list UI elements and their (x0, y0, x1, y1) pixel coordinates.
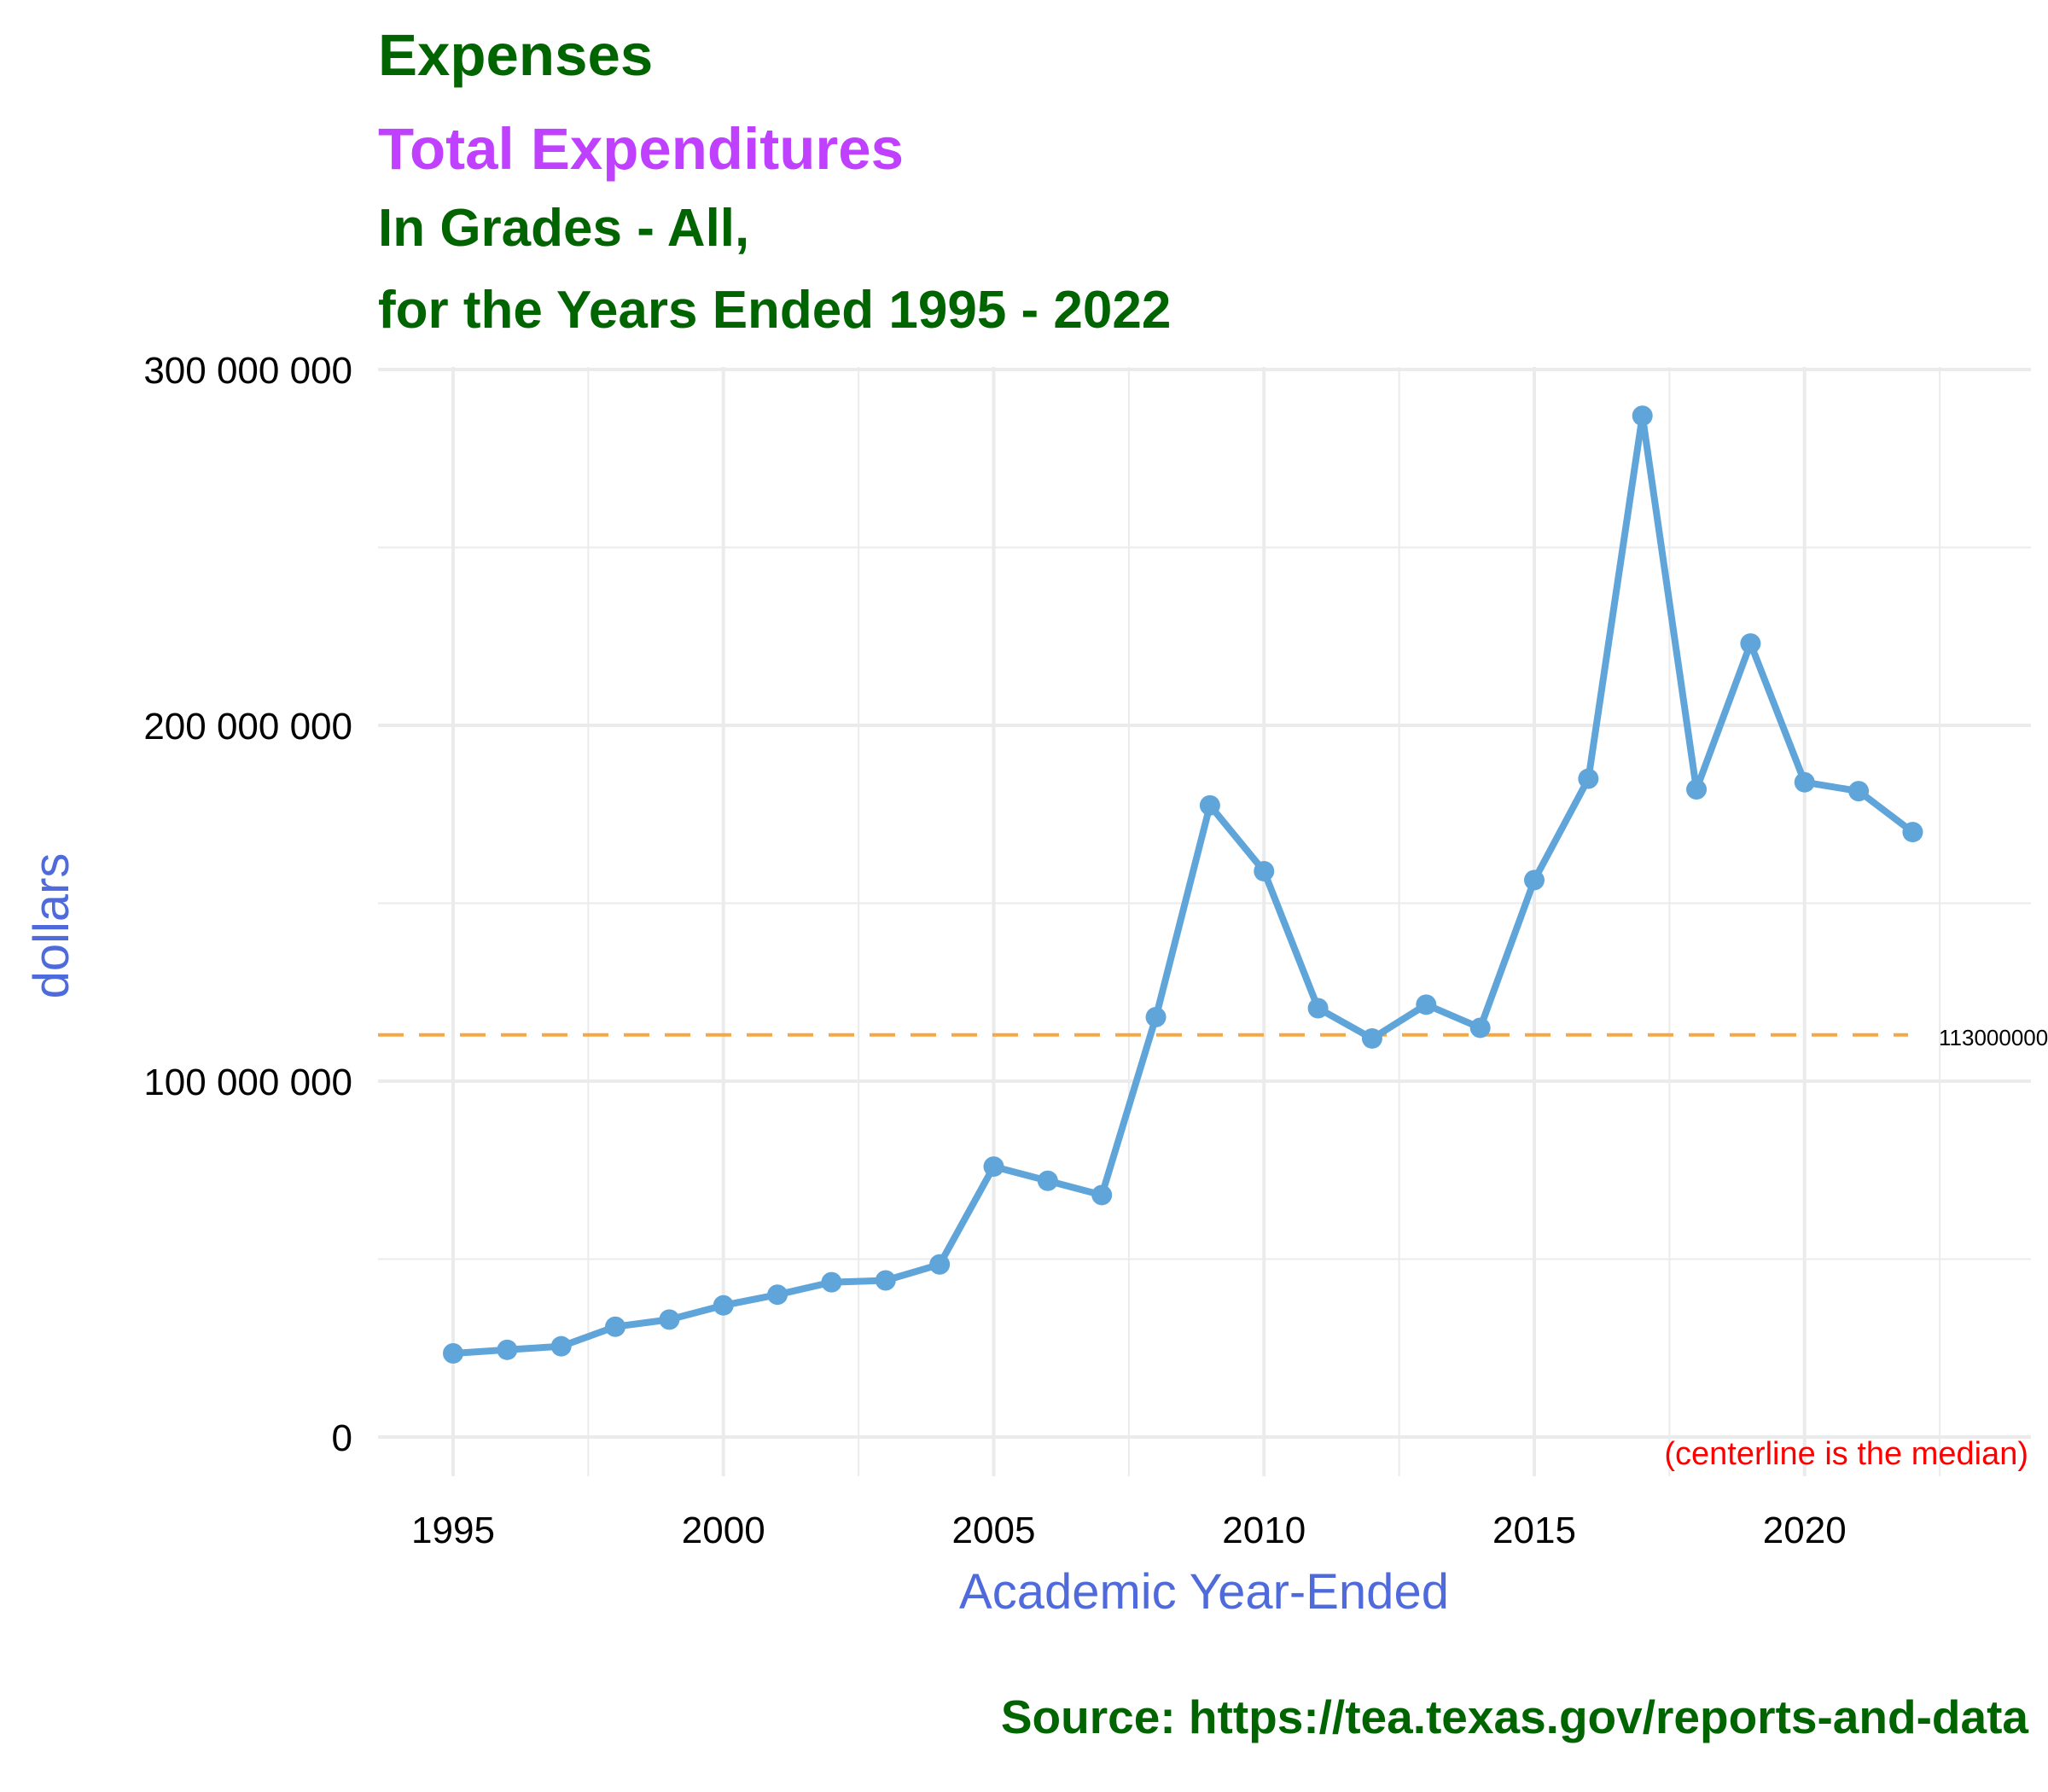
data-point (659, 1309, 680, 1330)
data-point (1740, 633, 1761, 655)
data-point (821, 1271, 842, 1293)
x-tick-label: 2005 (952, 1510, 1036, 1551)
x-axis-title: Academic Year-Ended (959, 1564, 1449, 1620)
chart-subtitle-years: for the Years Ended 1995 - 2022 (378, 281, 1171, 340)
median-note: (centerline is the median) (1664, 1436, 2028, 1472)
series-line (450, 412, 1917, 1357)
median-label: 113000000 (1939, 1025, 2048, 1050)
data-point (1091, 1184, 1113, 1206)
data-point (1145, 1006, 1167, 1027)
y-axis-title: dollars (24, 853, 79, 999)
data-point (929, 1254, 951, 1275)
data-point (875, 1270, 896, 1291)
data-point (497, 1339, 518, 1360)
data-point (1361, 1027, 1382, 1049)
data-point (1199, 794, 1220, 816)
data-point (1632, 405, 1653, 427)
data-point (550, 1335, 572, 1357)
y-tick-label: 100 000 000 (143, 1062, 352, 1103)
data-point (1686, 779, 1708, 800)
y-tick-label: 300 000 000 (143, 350, 352, 392)
data-point (1307, 998, 1329, 1019)
y-tick-label: 200 000 000 (143, 706, 352, 748)
x-tick-label: 1995 (411, 1510, 495, 1551)
data-point (1524, 870, 1545, 891)
data-point (767, 1284, 788, 1306)
data-point (443, 1343, 463, 1364)
data-point (713, 1295, 734, 1316)
x-axis-ticks: 1995 2000 2005 2010 2015 2020 (411, 1510, 1847, 1551)
data-point (1848, 781, 1870, 802)
data-point (1469, 1017, 1491, 1039)
x-tick-label: 2020 (1763, 1510, 1847, 1551)
series-group (443, 405, 1923, 1364)
chart-titles: Expenses Total Expenditures In Grades - … (378, 22, 1171, 340)
data-point (605, 1316, 626, 1337)
chart-subtitle-grades: In Grades - All, (378, 199, 749, 258)
y-axis-ticks: 0 100 000 000 200 000 000 300 000 000 (143, 350, 352, 1459)
x-tick-label: 2015 (1492, 1510, 1576, 1551)
data-point (1254, 860, 1275, 881)
grid (378, 367, 2031, 1476)
data-point (1037, 1170, 1058, 1191)
x-tick-label: 2010 (1222, 1510, 1306, 1551)
data-point (1578, 768, 1599, 789)
y-tick-label: 0 (332, 1417, 352, 1459)
data-point (1902, 822, 1923, 843)
data-point (1794, 771, 1815, 793)
source-caption: Source: https://tea.texas.gov/reports-an… (1001, 1690, 2029, 1743)
data-point (1416, 994, 1437, 1015)
chart-subtitle: Total Expenditures (378, 116, 904, 182)
x-tick-label: 2000 (682, 1510, 765, 1551)
chart-title: Expenses (378, 22, 653, 88)
data-point (983, 1156, 1004, 1178)
